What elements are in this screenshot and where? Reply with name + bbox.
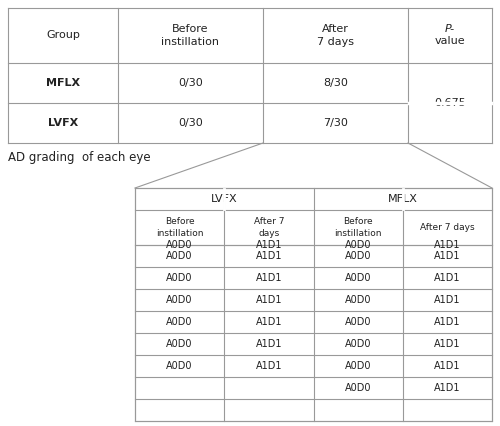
Text: A1D1: A1D1	[434, 273, 460, 283]
Text: A0D0: A0D0	[345, 295, 372, 305]
Text: 0/30: 0/30	[178, 118, 203, 128]
Text: A0D0: A0D0	[166, 251, 193, 261]
Text: 7/30: 7/30	[323, 118, 348, 128]
Bar	[135, 188, 492, 421]
Text: A1D1: A1D1	[434, 383, 460, 393]
Text: A0D0: A0D0	[166, 273, 193, 283]
Text: A0D0: A0D0	[345, 273, 372, 283]
Text: A1D1: A1D1	[434, 339, 460, 349]
Text: A1D1: A1D1	[256, 361, 282, 371]
Text: value: value	[434, 37, 466, 46]
Text: After
7 days: After 7 days	[317, 24, 354, 47]
Text: A1D1: A1D1	[434, 240, 460, 250]
Text: A1D1: A1D1	[256, 339, 282, 349]
Text: A1D1: A1D1	[434, 317, 460, 327]
Text: A0D0: A0D0	[166, 361, 193, 371]
Text: A0D0: A0D0	[345, 339, 372, 349]
Text: AD grading  of each eye: AD grading of each eye	[8, 150, 150, 164]
Text: A1D1: A1D1	[256, 295, 282, 305]
Text: Before
instillation: Before instillation	[334, 217, 382, 238]
Text: A1D1: A1D1	[434, 251, 460, 261]
Text: Before
instillation: Before instillation	[162, 24, 220, 47]
Text: A0D0: A0D0	[345, 251, 372, 261]
Text: LVFX: LVFX	[211, 194, 238, 204]
Text: A1D1: A1D1	[256, 240, 282, 250]
Text: A0D0: A0D0	[166, 339, 193, 349]
Text: P-: P-	[445, 25, 455, 35]
Text: A0D0: A0D0	[166, 295, 193, 305]
Text: 0/30: 0/30	[178, 78, 203, 88]
Text: 0.675: 0.675	[434, 98, 466, 108]
Text: After 7
days: After 7 days	[254, 217, 284, 238]
Text: Before
instillation: Before instillation	[156, 217, 204, 238]
Text: A1D1: A1D1	[256, 273, 282, 283]
Text: A1D1: A1D1	[256, 251, 282, 261]
Text: A0D0: A0D0	[345, 317, 372, 327]
Text: A0D0: A0D0	[345, 240, 372, 250]
Text: A1D1: A1D1	[256, 317, 282, 327]
Text: After 7 days: After 7 days	[420, 223, 474, 232]
Text: A1D1: A1D1	[434, 295, 460, 305]
Text: A0D0: A0D0	[166, 317, 193, 327]
Text: A0D0: A0D0	[166, 240, 193, 250]
Text: A0D0: A0D0	[345, 383, 372, 393]
Text: MFLX: MFLX	[388, 194, 418, 204]
Text: A1D1: A1D1	[434, 361, 460, 371]
Text: 8/30: 8/30	[323, 78, 348, 88]
Text: A0D0: A0D0	[345, 361, 372, 371]
Text: Group: Group	[46, 31, 80, 40]
Text: LVFX: LVFX	[48, 118, 78, 128]
Text: MFLX: MFLX	[46, 78, 80, 88]
